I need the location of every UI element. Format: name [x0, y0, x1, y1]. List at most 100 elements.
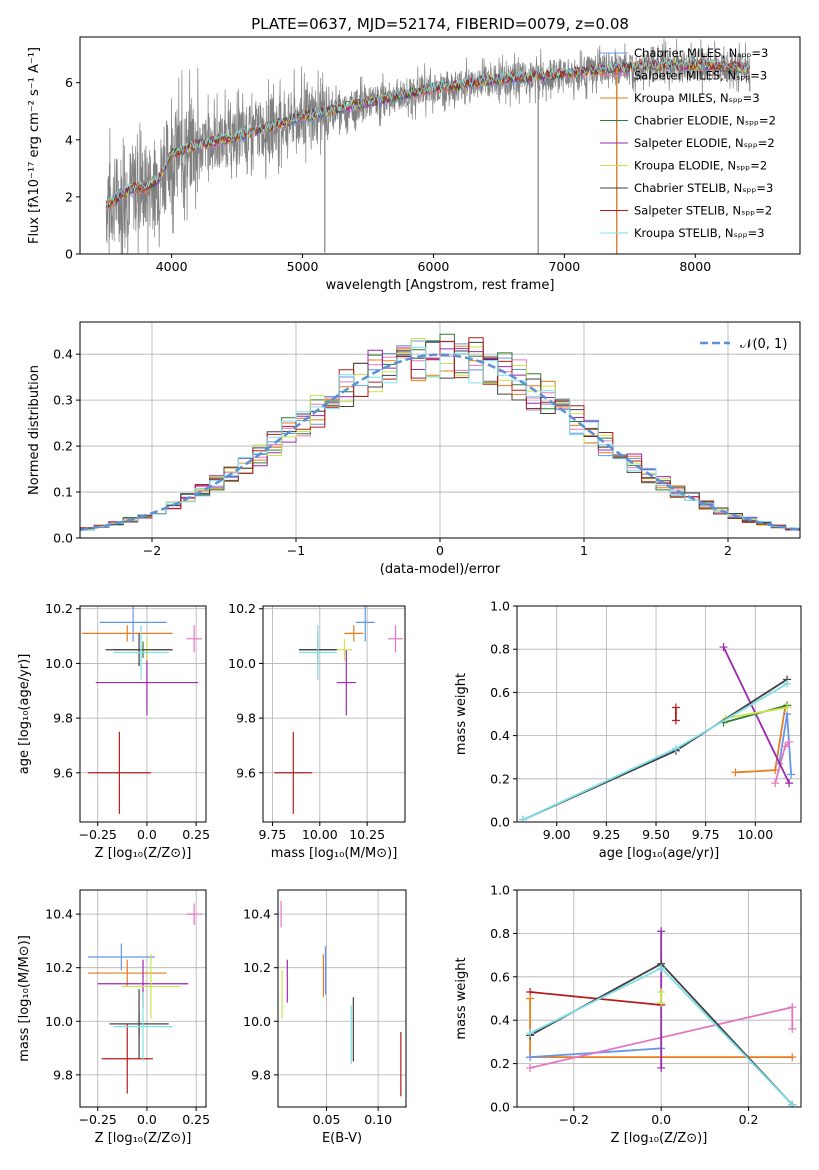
x-tick-label: 6000 [418, 259, 450, 274]
x-tick-label: 9.50 [642, 827, 670, 842]
legend-label: Chabrier STELIB, Nₛₚₚ=3 [634, 181, 773, 195]
y-tick-label: 0.2 [490, 1056, 510, 1071]
y-tick-label: 0.1 [53, 485, 73, 500]
x-tick-label: 9.75 [692, 827, 720, 842]
weight-marker [657, 1063, 666, 1072]
error-bar-point [81, 625, 173, 642]
x-tick-label: 1 [580, 543, 588, 558]
x-tick-label: 2 [724, 543, 732, 558]
x-axis-label: (data-model)/error [380, 562, 501, 577]
x-tick-label: 4000 [156, 259, 188, 274]
x-tick-label: 7000 [548, 259, 580, 274]
y-tick-label: 10.4 [45, 907, 73, 922]
x-tick-label: 0.0 [137, 827, 157, 842]
error-bar-point [105, 633, 173, 667]
weight-marker [719, 643, 728, 652]
weight-marker [785, 779, 794, 788]
error-bar-point [344, 625, 364, 642]
error-bar-point [336, 638, 352, 661]
x-tick-label: 10.25 [349, 827, 385, 842]
y-tick-label: 0.8 [490, 926, 510, 941]
error-bar-point [186, 625, 203, 653]
panel-age_vs_Z: −0.25 0.0 0.25 9.6 9.8 10.0 10.2 Z [log₁₀(Z/Z⊙)… [17, 601, 210, 861]
x-axis-label: Z [log₁₀(Z/Z⊙)] [95, 1131, 192, 1146]
y-tick-label: 9.8 [53, 1067, 73, 1082]
axes-frame [79, 605, 207, 823]
model-spectrum [106, 58, 750, 206]
x-tick-label: 0.05 [313, 1112, 341, 1127]
axes-frame [516, 605, 802, 823]
axes-frame [262, 605, 406, 823]
y-tick-label: 9.8 [251, 1067, 271, 1082]
weight-marker [671, 744, 680, 753]
plot-area [80, 890, 206, 1107]
y-tick-label: 0.0 [53, 531, 73, 546]
legend-label: Kroupa ELODIE, Nₛₚₚ=2 [634, 159, 767, 173]
legend-label: Salpeter STELIB, Nₛₚₚ=2 [634, 204, 772, 218]
x-axis-label: wavelength [Angstrom, rest frame] [326, 278, 555, 293]
error-bar-point [298, 625, 337, 680]
weight-line [522, 678, 788, 821]
error-bar-point [99, 606, 167, 642]
panel-mass_vs_ebv: 0.05 0.10 9.8 10.0 10.2 10.4 E(B-V) [243, 889, 407, 1146]
figure-title: PLATE=0637, MJD=52174, FIBERID=0079, z=0… [251, 15, 629, 33]
y-tick-label: 10.0 [243, 1014, 271, 1029]
weight-marker [657, 964, 666, 973]
x-tick-label: −0.25 [79, 1112, 117, 1127]
x-tick-label: 8000 [679, 259, 711, 274]
y-axis-label: mass [log₁₀(M/M⊙)] [17, 935, 32, 1062]
y-tick-label: 0.0 [490, 1100, 510, 1115]
weight-line [723, 704, 788, 724]
error-bar-point [113, 991, 173, 1062]
x-tick-label: −1 [287, 543, 305, 558]
x-axis-label: E(B-V) [322, 1131, 362, 1146]
error-bar-point [274, 731, 313, 814]
residual-histogram [80, 346, 800, 532]
y-tick-label: 2 [65, 189, 73, 204]
weight-line [722, 646, 790, 784]
y-tick-label: 10.2 [45, 601, 73, 616]
y-tick-label: 0.4 [490, 1013, 510, 1028]
y-tick-label: 10.0 [228, 656, 256, 671]
weight-marker [671, 716, 680, 725]
x-tick-label: 0.0 [137, 1112, 157, 1127]
plot-area [517, 890, 801, 1107]
weight-marker [771, 779, 780, 788]
y-axis-label: mass weight [454, 957, 469, 1039]
legend-label: Chabrier ELODIE, Nₛₚₚ=2 [634, 114, 776, 128]
y-tick-label: 0.6 [490, 685, 510, 700]
x-tick-label: 0.0 [651, 1112, 671, 1127]
weight-line [725, 706, 788, 720]
y-tick-label: 10.4 [243, 907, 271, 922]
x-tick-label: −2 [143, 543, 161, 558]
y-tick-label: 6 [65, 75, 73, 90]
panel-mass_weight_vs_Z: −0.2 0.0 0.2 0.0 0.2 0.4 0.6 0.8 1.0 Z [log₁₀(Z/Z… [454, 883, 802, 1146]
plot-area [278, 890, 406, 1107]
panel-mass_weight_vs_age: 9.00 9.25 9.50 9.75 10.00 0.0 0.2 0.4 0.6 0.8 1.0 a… [454, 599, 802, 861]
x-axis-label: age [log₁₀(age/yr)] [599, 846, 720, 861]
error-bar-point [113, 625, 169, 680]
y-tick-label: 10.0 [45, 1014, 73, 1029]
weight-marker [788, 1100, 797, 1107]
legend-label: 𝒩(0, 1) [740, 337, 787, 352]
y-tick-label: 10.2 [228, 601, 256, 616]
weight-marker [788, 1053, 797, 1062]
weight-marker [526, 1053, 535, 1062]
y-tick-label: 10.0 [45, 656, 73, 671]
y-axis-label: Normed distribution [27, 365, 42, 495]
axes-frame [79, 36, 801, 255]
y-axis-label: Flux [fλ10⁻¹⁷ erg cm⁻² s⁻¹ A⁻¹] [27, 47, 42, 244]
error-bar-point [101, 1023, 153, 1094]
y-tick-label: 10.2 [243, 960, 271, 975]
plot-area [80, 606, 206, 822]
x-tick-label: 9.25 [592, 827, 620, 842]
y-tick-label: 9.8 [236, 711, 256, 726]
x-tick-label: −0.2 [559, 1112, 589, 1127]
weight-marker [783, 679, 792, 688]
weight-marker [526, 994, 535, 1003]
legend-label: Kroupa STELIB, Nₛₚₚ=3 [634, 226, 765, 240]
y-axis-label: mass weight [454, 673, 469, 755]
y-tick-label: 9.8 [53, 711, 73, 726]
error-bar-point [336, 649, 356, 716]
weight-marker [526, 1029, 535, 1038]
